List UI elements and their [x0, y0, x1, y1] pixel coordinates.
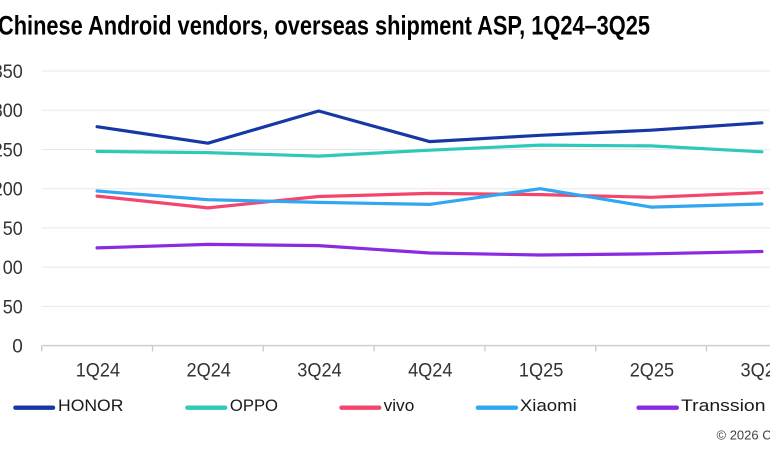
svg-text:© 2026 Counterpoint Research: © 2026 Counterpoint Research [717, 428, 770, 443]
svg-text:3Q25: 3Q25 [741, 360, 770, 381]
svg-text:HONOR: HONOR [58, 396, 123, 415]
svg-text:50: 50 [3, 219, 23, 240]
svg-text:250: 250 [0, 140, 23, 161]
svg-text:4Q24: 4Q24 [408, 360, 453, 381]
svg-text:00: 00 [3, 258, 23, 279]
svg-text:200: 200 [0, 180, 23, 201]
svg-text:Chinese Android vendors, overs: Chinese Android vendors, overseas shipme… [0, 11, 650, 41]
svg-text:3Q24: 3Q24 [297, 360, 342, 381]
svg-text:vivo: vivo [384, 396, 415, 415]
svg-text:50: 50 [3, 297, 23, 318]
svg-text:OPPO: OPPO [230, 396, 278, 415]
svg-text:2Q25: 2Q25 [630, 360, 674, 381]
svg-text:Transsion: Transsion [681, 396, 766, 415]
svg-text:1Q24: 1Q24 [76, 360, 121, 381]
svg-text:Xiaomi: Xiaomi [520, 396, 577, 415]
svg-text:2Q24: 2Q24 [187, 360, 232, 381]
svg-text:300: 300 [0, 101, 23, 122]
svg-text:0: 0 [12, 337, 23, 358]
svg-text:1Q25: 1Q25 [519, 360, 563, 381]
svg-text:350: 350 [0, 62, 23, 83]
